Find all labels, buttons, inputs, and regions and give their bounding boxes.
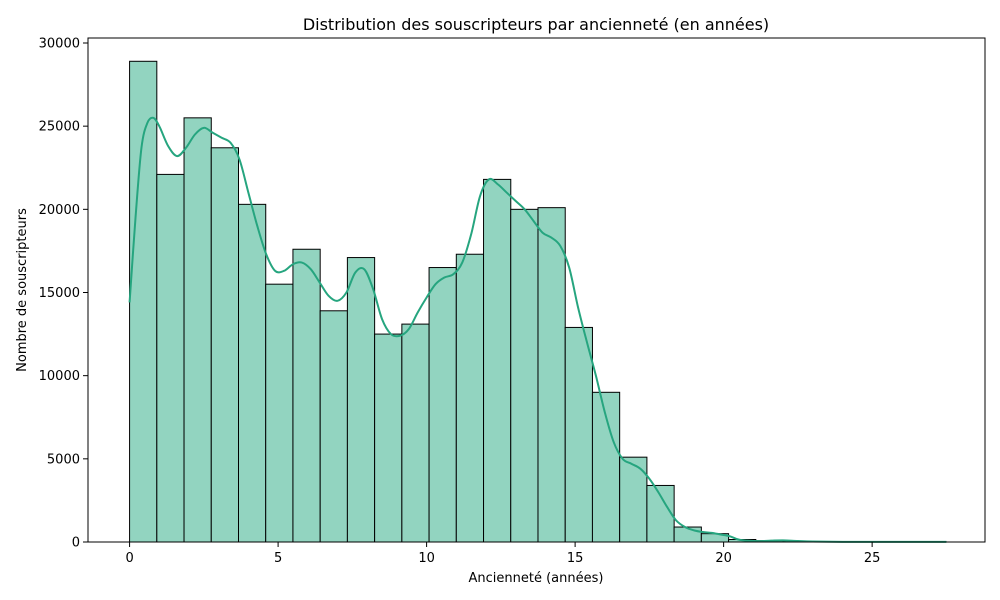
histogram-bar <box>346 257 376 543</box>
y-axis-label: Nombre de souscripteurs <box>15 208 30 372</box>
histogram-bar <box>156 173 185 543</box>
x-tick-label: 10 <box>418 551 435 566</box>
x-axis: 0 5 10 15 20 25 <box>125 542 880 566</box>
chart-title: Distribution des souscripteurs par ancie… <box>303 15 769 34</box>
histogram-bar <box>401 323 430 543</box>
x-tick-label: 15 <box>567 551 584 566</box>
plot-frame <box>87 37 986 543</box>
x-tick-label: 0 <box>125 551 133 566</box>
histogram-bar <box>428 267 457 543</box>
histogram-bar <box>183 117 212 543</box>
histogram-bar <box>537 207 566 543</box>
histogram-bar <box>265 283 294 543</box>
histogram-bar <box>374 333 403 543</box>
x-tick-label: 20 <box>715 551 732 566</box>
y-tick-label: 25000 <box>39 120 80 135</box>
x-tick-label: 5 <box>274 551 282 566</box>
histogram-bar <box>564 326 593 543</box>
histogram-bar <box>510 208 539 543</box>
y-tick-label: 10000 <box>39 369 80 384</box>
histogram-bar <box>319 310 348 543</box>
kde-line <box>128 116 947 543</box>
x-tick-label: 25 <box>864 551 881 566</box>
histogram-bar <box>455 253 485 543</box>
bars-group <box>129 60 947 543</box>
histogram-bar <box>483 178 512 543</box>
y-tick-label: 5000 <box>47 452 80 467</box>
x-axis-label: Ancienneté (années) <box>469 571 604 586</box>
y-tick-label: 0 <box>72 536 80 551</box>
y-tick-label: 15000 <box>39 286 80 301</box>
y-axis: 0 5000 10000 15000 20000 25000 30000 <box>39 36 88 551</box>
histogram-bar <box>238 203 267 543</box>
histogram-bar <box>292 248 321 543</box>
y-tick-label: 30000 <box>39 36 80 51</box>
histogram-bar <box>210 147 239 543</box>
y-tick-label: 20000 <box>39 203 80 218</box>
